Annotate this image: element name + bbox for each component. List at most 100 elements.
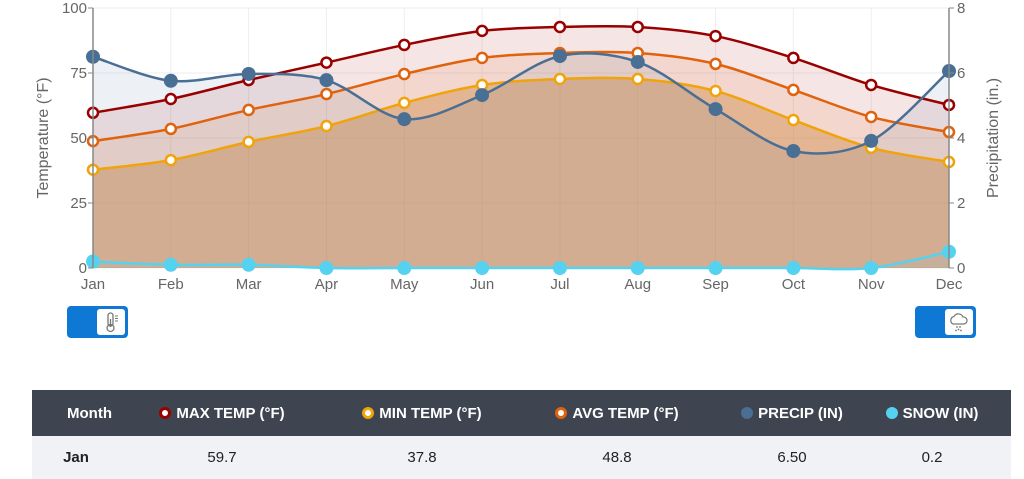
point-min-temp-f[interactable] — [631, 72, 644, 86]
point-max-temp-f[interactable] — [787, 51, 800, 65]
point-precip-in[interactable] — [552, 49, 567, 64]
x-tick-label: Jun — [470, 276, 494, 293]
header-snow-label: SNOW (IN) — [902, 404, 979, 422]
right-tick-label: 4 — [957, 130, 965, 147]
point-min-temp-f[interactable] — [787, 113, 800, 127]
area-min-temp-f — [93, 77, 949, 268]
point-avg-temp-f[interactable] — [320, 87, 333, 101]
cell-month-value: Jan — [63, 449, 89, 466]
x-ticks: Jan Feb Mar Apr May Jun Jul Aug Sep Oct Nov Dec — [81, 276, 963, 293]
point-min-temp-f[interactable] — [398, 96, 411, 110]
right-ticks: 0 2 4 6 8 — [949, 0, 965, 277]
x-tick-label: Aug — [624, 276, 651, 293]
point-max-temp-f[interactable] — [553, 20, 567, 34]
header-max-temp: MAX TEMP (°F) — [122, 390, 322, 436]
point-min-temp-f[interactable] — [320, 119, 333, 133]
cell-max-temp-value: 59.7 — [207, 449, 237, 466]
precip-legend-icon — [741, 407, 754, 419]
x-tick-label: Sep — [702, 276, 729, 293]
left-tick-label: 25 — [70, 195, 87, 212]
area-base — [93, 77, 949, 268]
point-min-temp-f[interactable] — [553, 72, 567, 86]
header-min-temp: MIN TEMP (°F) — [312, 390, 532, 436]
point-snow-in[interactable] — [552, 261, 567, 275]
area-avg-temp-f — [93, 51, 949, 268]
point-avg-temp-f[interactable] — [164, 122, 178, 136]
min-temp-legend-icon — [362, 407, 375, 419]
header-precip: PRECIP (IN) — [692, 390, 892, 436]
right-axis-title: Precipitation (in.) — [985, 78, 1002, 198]
point-precip-in[interactable] — [319, 73, 334, 88]
table-row: Jan 59.7 37.8 48.8 6.50 0.2 — [32, 436, 1011, 479]
point-max-temp-f[interactable] — [164, 92, 178, 106]
table-header: Month MAX TEMP (°F) MIN TEMP (°F) AVG TE… — [32, 390, 1011, 436]
cell-snow: 0.2 — [852, 436, 1012, 479]
toggle-knob — [945, 309, 973, 335]
point-snow-in[interactable] — [397, 261, 412, 275]
area-snow-in — [93, 251, 949, 270]
point-precip-in[interactable] — [786, 144, 801, 158]
point-snow-in[interactable] — [241, 257, 256, 272]
point-max-temp-f[interactable] — [320, 56, 333, 69]
point-avg-temp-f[interactable] — [864, 110, 878, 124]
toggle-knob — [97, 309, 125, 335]
cell-max-temp: 59.7 — [122, 436, 322, 479]
cell-avg-temp-value: 48.8 — [602, 449, 632, 466]
right-tick-label: 8 — [957, 0, 965, 17]
point-precip-in[interactable] — [475, 88, 490, 103]
max-temp-legend-icon — [159, 407, 172, 419]
x-tick-label: Jul — [550, 276, 569, 293]
climate-table: Month MAX TEMP (°F) MIN TEMP (°F) AVG TE… — [32, 390, 1011, 479]
x-tick-label: Mar — [236, 276, 262, 293]
cell-snow-value: 0.2 — [921, 449, 943, 466]
point-snow-in[interactable] — [163, 257, 178, 272]
point-max-temp-f[interactable] — [398, 38, 411, 52]
temperature-toggle-button[interactable] — [67, 306, 128, 338]
x-tick-label: Feb — [158, 276, 184, 293]
point-avg-temp-f[interactable] — [398, 67, 411, 81]
x-tick-label: Nov — [858, 276, 885, 293]
point-precip-in[interactable] — [864, 133, 879, 148]
point-min-temp-f[interactable] — [164, 153, 178, 167]
point-max-temp-f[interactable] — [475, 24, 489, 38]
snow-legend-icon — [885, 407, 898, 419]
series-areas — [93, 26, 949, 270]
avg-temp-legend-icon — [555, 407, 568, 419]
point-precip-in[interactable] — [397, 112, 412, 127]
header-avg-temp: AVG TEMP (°F) — [507, 390, 727, 436]
point-snow-in[interactable] — [708, 261, 723, 275]
header-month: Month — [32, 390, 147, 436]
point-max-temp-f[interactable] — [709, 29, 722, 43]
point-min-temp-f[interactable] — [242, 135, 255, 149]
header-precip-label: PRECIP (IN) — [758, 404, 843, 422]
climate-chart: 0 25 50 75 100 0 2 4 6 8 Jan Feb Mar Apr May Jun Jul Au… — [35, 0, 1002, 293]
cell-month: Jan — [32, 436, 120, 479]
point-min-temp-f[interactable] — [709, 84, 722, 98]
header-snow: SNOW (IN) — [852, 390, 1012, 436]
point-precip-in[interactable] — [708, 102, 723, 117]
precipitation-toggle-button[interactable] — [915, 306, 976, 338]
point-avg-temp-f[interactable] — [475, 51, 489, 65]
right-tick-label: 2 — [957, 195, 965, 212]
x-tick-label: May — [390, 276, 419, 293]
point-snow-in[interactable] — [864, 261, 879, 275]
point-precip-in[interactable] — [241, 66, 256, 81]
point-snow-in[interactable] — [319, 261, 334, 275]
left-tick-label: 100 — [62, 0, 87, 17]
point-snow-in[interactable] — [630, 261, 645, 275]
point-precip-in[interactable] — [630, 54, 645, 69]
area-precip-in — [93, 53, 949, 269]
header-min-temp-label: MIN TEMP (°F) — [379, 404, 482, 422]
left-ticks: 0 25 50 75 100 — [62, 0, 93, 277]
point-precip-in[interactable] — [163, 73, 178, 88]
point-snow-in[interactable] — [786, 261, 801, 275]
left-tick-label: 75 — [70, 65, 87, 82]
left-tick-label: 50 — [70, 130, 87, 147]
point-avg-temp-f[interactable] — [242, 103, 255, 117]
cloud-snow-rain-icon — [950, 313, 968, 332]
point-max-temp-f[interactable] — [864, 78, 878, 92]
point-avg-temp-f[interactable] — [709, 57, 722, 71]
point-max-temp-f[interactable] — [631, 20, 644, 34]
point-avg-temp-f[interactable] — [787, 83, 800, 97]
point-snow-in[interactable] — [475, 261, 490, 275]
